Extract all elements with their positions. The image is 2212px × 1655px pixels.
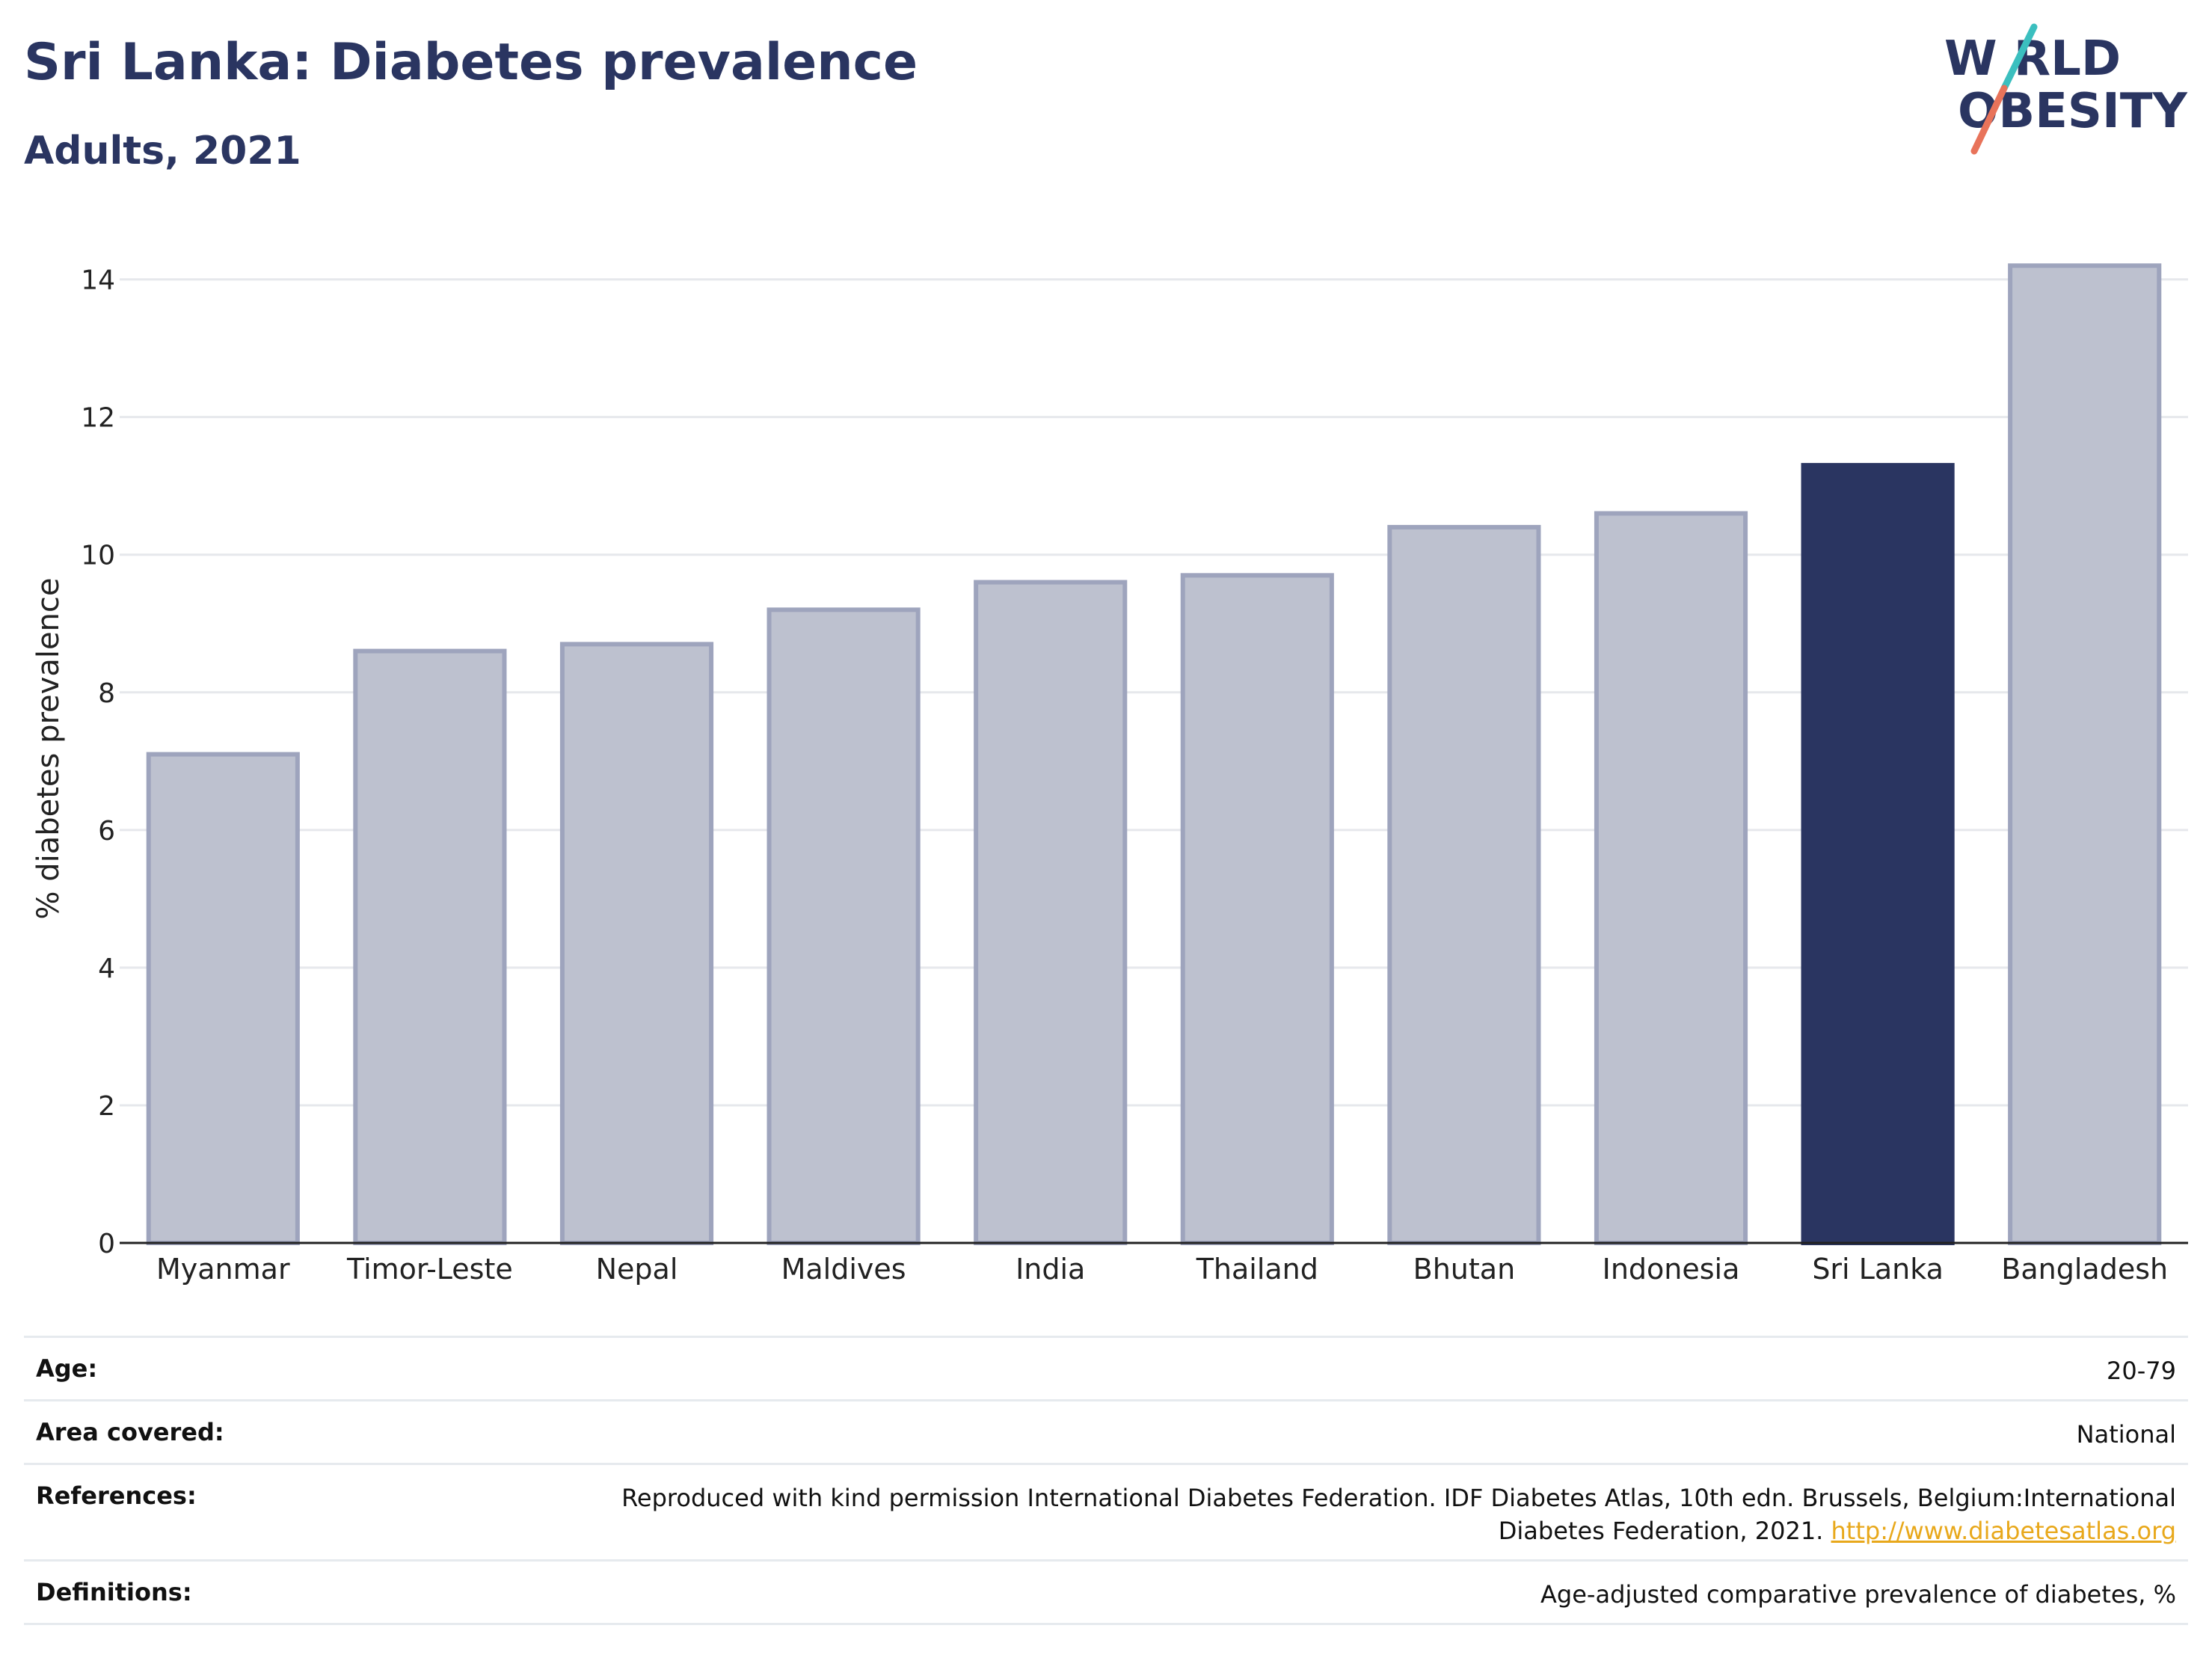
logo-slash-teal	[2000, 23, 2038, 92]
x-tick-label: Bhutan	[1413, 1253, 1516, 1286]
meta-value: National	[2076, 1420, 2176, 1449]
x-axis-ticks: Myanmar Timor-Leste Nepal Maldives India Thai…	[156, 1253, 2168, 1286]
meta-label: References:	[36, 1481, 197, 1510]
meta-row-age: Age: 20-79	[24, 1336, 2188, 1399]
metadata-table: Age: 20-79 Area covered: National Refere…	[24, 1336, 2188, 1625]
bar-sri-lanka	[1801, 463, 1955, 1245]
meta-label: Area covered:	[36, 1418, 224, 1446]
logo-slash-coral	[1970, 85, 2008, 155]
x-tick-label: Maldives	[781, 1253, 906, 1286]
meta-row-definitions: Definitions: Age-adjusted comparative pr…	[24, 1559, 2188, 1625]
bar-thailand	[1180, 573, 1334, 1245]
x-tick-label: Timor-Leste	[346, 1253, 513, 1286]
x-tick-label: Indonesia	[1603, 1253, 1740, 1286]
y-tick-label: 4	[98, 954, 115, 984]
x-tick-label: Nepal	[596, 1253, 678, 1286]
bar-timor-leste	[353, 648, 507, 1245]
page-title: Sri Lanka: Diabetes prevalence	[24, 33, 918, 92]
bar-chart: 0 2 4 6 8 10 12 14 Myanmar Timor-Leste Nepal Maldi…	[31, 263, 2188, 1286]
y-tick-label: 14	[81, 265, 115, 296]
y-axis-ticks: 0 2 4 6 8 10 12 14	[81, 265, 115, 1259]
y-tick-label: 2	[98, 1091, 115, 1122]
meta-value-references: Reproduced with kind permission Internat…	[576, 1481, 2176, 1547]
bar-nepal	[559, 642, 714, 1245]
bar-myanmar	[146, 752, 300, 1245]
bar-bhutan	[1387, 524, 1541, 1245]
x-tick-label: Myanmar	[156, 1253, 290, 1286]
meta-label: Definitions:	[36, 1578, 192, 1606]
y-tick-label: 8	[98, 678, 115, 709]
world-obesity-logo: W RLD OBESITY	[1944, 23, 2187, 155]
y-tick-label: 12	[81, 403, 115, 434]
y-tick-label: 10	[81, 541, 115, 571]
x-tick-label: Thailand	[1196, 1253, 1318, 1286]
logo-line1: W RLD	[1944, 31, 2121, 87]
bar-indonesia	[1594, 511, 1748, 1245]
bar-india	[974, 580, 1128, 1245]
y-tick-label: 6	[98, 816, 115, 847]
x-tick-label: Bangladesh	[2001, 1253, 2168, 1286]
meta-label: Age:	[36, 1354, 98, 1383]
bars	[146, 263, 2162, 1246]
bar-maldives	[766, 607, 921, 1245]
meta-row-references: References: Reproduced with kind permiss…	[24, 1463, 2188, 1559]
page-subtitle: Adults, 2021	[24, 129, 301, 174]
meta-row-area: Area covered: National	[24, 1399, 2188, 1463]
x-tick-label: Sri Lanka	[1812, 1253, 1944, 1286]
meta-value: 20-79	[2107, 1357, 2176, 1385]
x-tick-label: India	[1016, 1253, 1085, 1286]
y-tick-label: 0	[98, 1229, 115, 1259]
references-text: Reproduced with kind permission Internat…	[621, 1484, 2176, 1545]
diabetes-atlas-link[interactable]: http://www.diabetesatlas.org	[1831, 1517, 2176, 1545]
y-axis-label: % diabetes prevalence	[31, 577, 66, 919]
bar-bangladesh	[2008, 263, 2162, 1246]
meta-value: Age-adjusted comparative prevalence of d…	[1540, 1580, 2176, 1609]
